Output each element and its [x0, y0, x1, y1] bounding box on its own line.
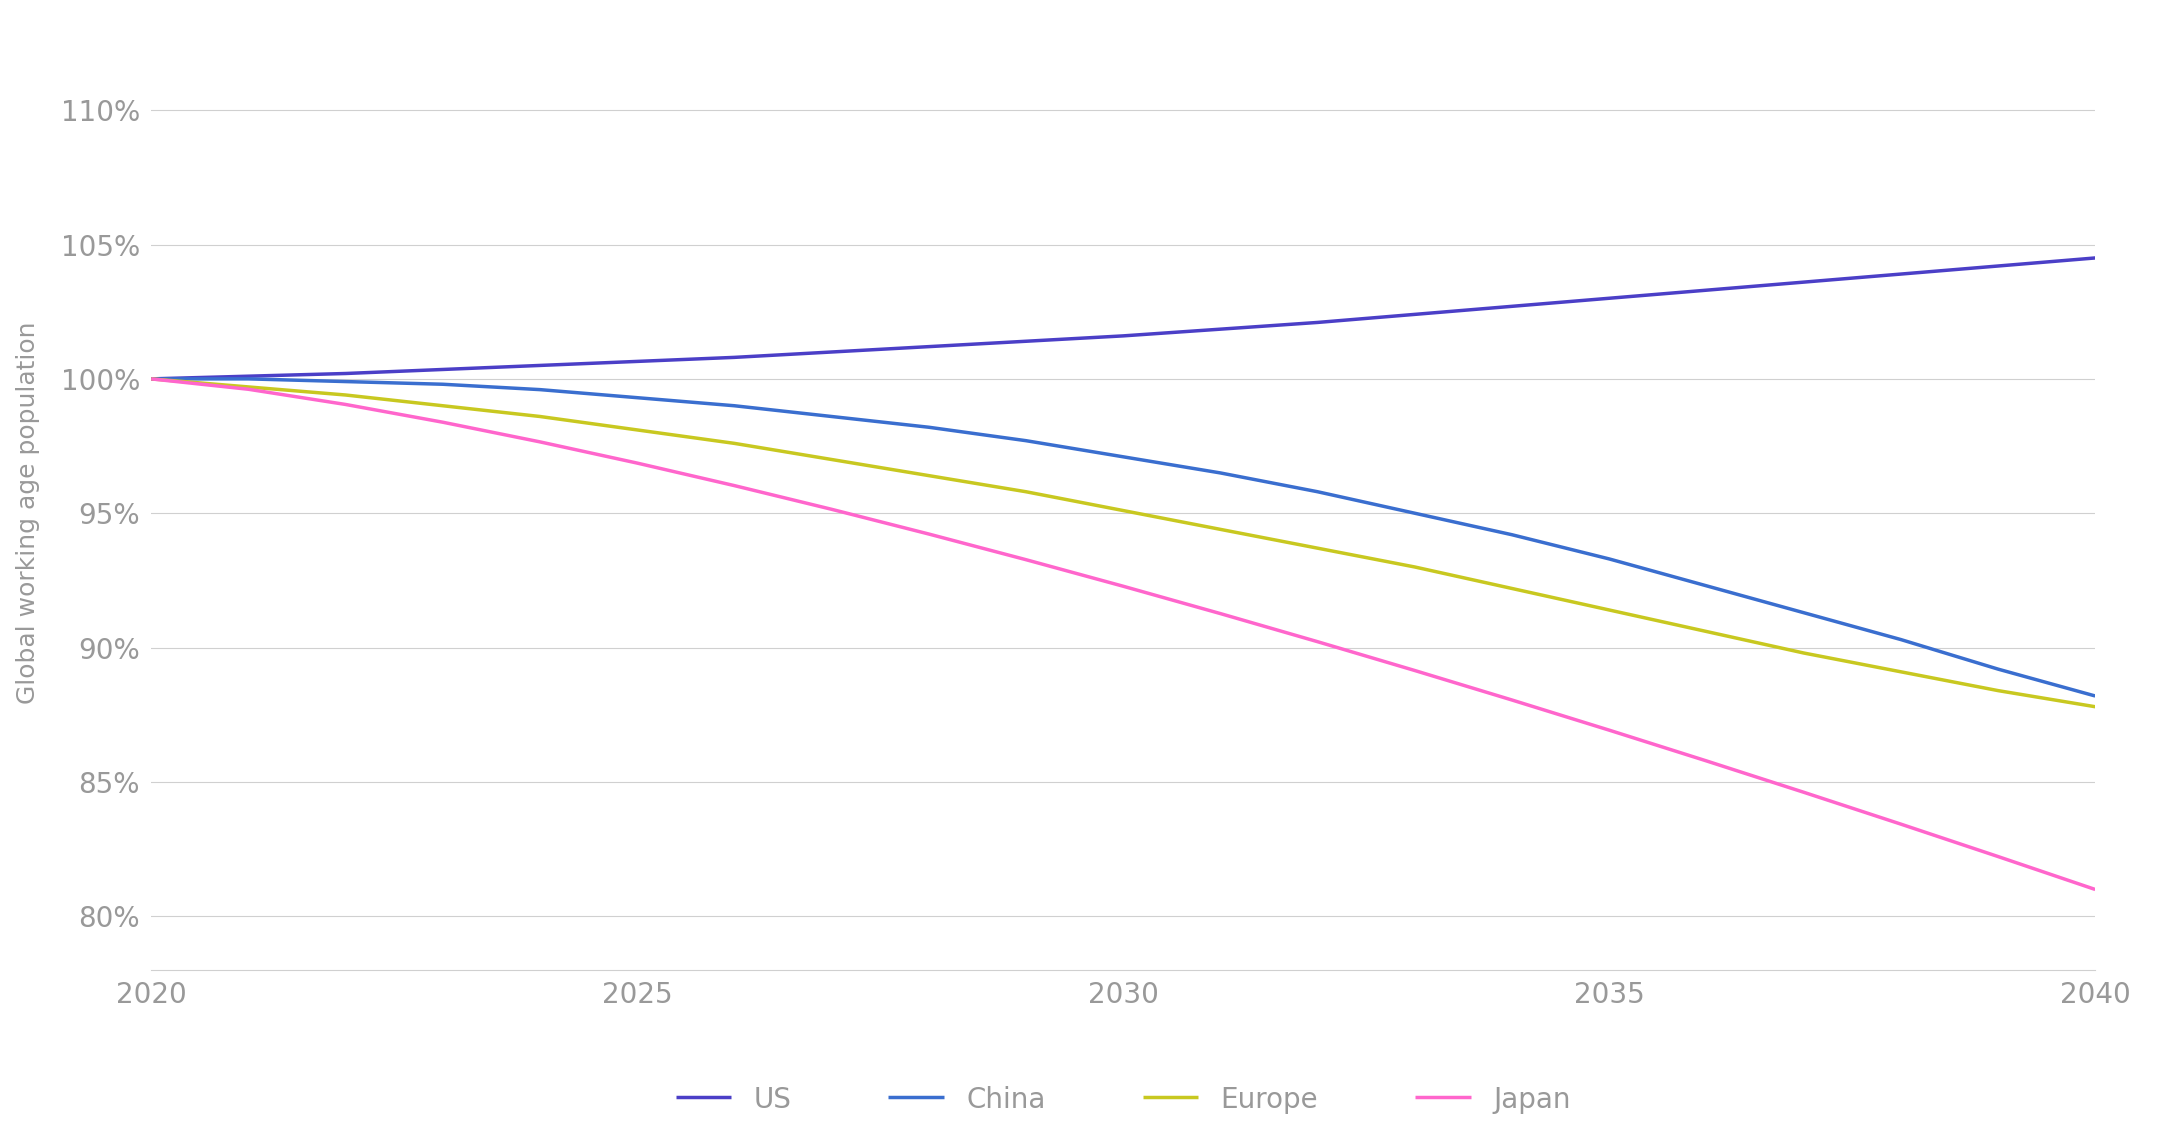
Japan [1402, 663, 1428, 677]
Japan [1207, 607, 1233, 620]
China [333, 374, 359, 388]
Line: Europe: Europe [151, 379, 2095, 707]
Japan [1888, 818, 1914, 831]
China [1693, 579, 1719, 592]
Europe [527, 409, 553, 423]
US [430, 363, 456, 377]
Europe [1888, 666, 1914, 679]
US [1888, 267, 1914, 281]
Japan [1596, 723, 1622, 737]
US [624, 354, 650, 368]
China [1207, 466, 1233, 479]
US [1985, 259, 2011, 273]
China [1596, 552, 1622, 565]
China [1499, 528, 1525, 541]
Europe [430, 399, 456, 413]
China [721, 399, 747, 413]
China [1402, 506, 1428, 520]
China [138, 372, 164, 386]
Japan [527, 435, 553, 449]
US [1693, 283, 1719, 297]
China [1888, 633, 1914, 646]
Europe [624, 423, 650, 437]
Europe [1791, 646, 1817, 660]
US [1013, 335, 1039, 349]
China [430, 378, 456, 391]
Legend: US, China, Europe, Japan: US, China, Europe, Japan [665, 1075, 1581, 1126]
China [1305, 485, 1331, 499]
US [1207, 323, 1233, 336]
China [1110, 450, 1136, 464]
Europe [1693, 625, 1719, 638]
US [1499, 300, 1525, 314]
Japan [721, 479, 747, 493]
Europe [1596, 603, 1622, 617]
Japan [1013, 553, 1039, 566]
Line: China: China [151, 379, 2095, 696]
US [235, 370, 261, 384]
US [1305, 316, 1331, 329]
Line: Japan: Japan [151, 379, 2095, 890]
China [527, 382, 553, 396]
China [1791, 606, 1817, 619]
Japan [1305, 635, 1331, 649]
US [1596, 291, 1622, 305]
Europe [333, 388, 359, 402]
China [235, 372, 261, 386]
US [1791, 275, 1817, 289]
Japan [819, 503, 845, 517]
China [1985, 662, 2011, 676]
China [624, 391, 650, 405]
Japan [430, 415, 456, 429]
US [138, 372, 164, 386]
Japan [624, 457, 650, 470]
Europe [2082, 700, 2108, 714]
US [916, 340, 942, 353]
Japan [916, 527, 942, 540]
Europe [1985, 684, 2011, 697]
Japan [235, 382, 261, 396]
Europe [1402, 561, 1428, 574]
US [2082, 252, 2108, 265]
Europe [138, 372, 164, 386]
Europe [1207, 522, 1233, 536]
China [916, 421, 942, 434]
Europe [235, 380, 261, 394]
Europe [1499, 582, 1525, 596]
Europe [819, 452, 845, 466]
Japan [2082, 883, 2108, 897]
Japan [138, 372, 164, 386]
US [721, 351, 747, 364]
US [1402, 308, 1428, 321]
China [1013, 434, 1039, 448]
US [333, 367, 359, 380]
Japan [333, 398, 359, 412]
US [819, 345, 845, 359]
Europe [721, 437, 747, 450]
Europe [1013, 485, 1039, 499]
Y-axis label: Global working age population: Global working age population [15, 321, 39, 705]
Japan [1693, 755, 1719, 768]
Japan [1791, 785, 1817, 799]
US [527, 359, 553, 372]
Europe [1305, 541, 1331, 555]
Europe [916, 469, 942, 483]
China [2082, 689, 2108, 703]
China [819, 409, 845, 423]
Line: US: US [151, 258, 2095, 379]
Japan [1110, 580, 1136, 593]
US [1110, 329, 1136, 343]
Japan [1499, 694, 1525, 707]
Japan [1985, 849, 2011, 863]
Europe [1110, 504, 1136, 518]
